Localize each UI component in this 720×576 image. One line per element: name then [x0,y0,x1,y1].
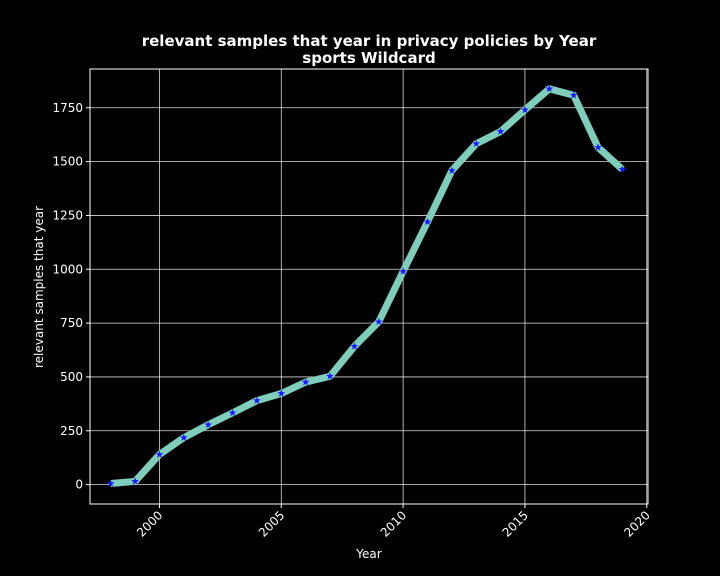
y-tick-label: 250 [60,424,83,438]
data-point [301,378,310,386]
data-point [448,166,456,174]
data-point [326,372,334,380]
series [106,84,627,488]
data-point [545,84,554,93]
data-point [618,165,627,173]
plot-frame [89,68,649,505]
y-tick-label: 1750 [52,101,83,115]
data-point [594,143,602,151]
grid [90,69,648,504]
data-point [253,396,261,404]
data-point [496,127,505,135]
data-point [472,139,481,147]
series-line [110,85,625,488]
data-point [374,317,383,326]
data-point [180,433,188,441]
y-tick-label: 750 [60,316,83,330]
chart-title-line-2: sports Wildcard [302,49,435,67]
data-point [131,477,139,485]
data-point [350,342,359,350]
data-point [569,91,578,99]
data-point [155,450,164,458]
y-tick-label: 1000 [52,262,83,276]
y-tick-label: 0 [75,478,83,492]
data-point [106,479,115,487]
data-point [521,105,529,114]
y-axis-label: relevant samples that year [32,206,46,368]
data-point [228,408,237,417]
x-axis-label: Year [355,547,381,561]
data-point [277,389,286,397]
data-point [423,217,432,226]
chart-title-line-1: relevant samples that year in privacy po… [142,32,597,50]
y-tick-label: 1500 [52,155,83,169]
data-point [399,267,407,275]
y-tick-label: 1250 [52,208,83,222]
y-tick-label: 500 [60,370,83,384]
data-point [204,420,212,428]
